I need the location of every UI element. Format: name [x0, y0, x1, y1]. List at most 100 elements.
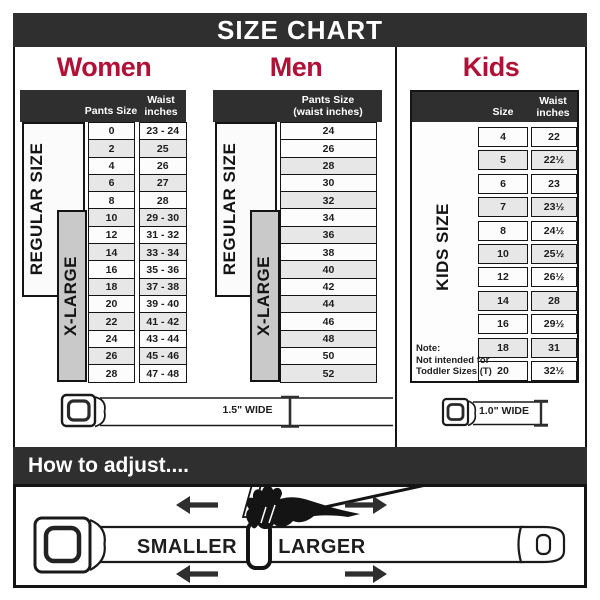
width-measure-icon	[281, 395, 299, 428]
table-row: 0 23 - 24	[88, 122, 187, 141]
table-row: 28 47 - 48	[88, 364, 187, 384]
kids-size-label: KIDS SIZE	[433, 203, 452, 291]
width-measure-icon	[534, 399, 548, 427]
table-row: 6 23	[478, 173, 577, 194]
finger-separation-line	[260, 506, 267, 524]
table-cell: 10	[88, 208, 135, 228]
table-cell: 12	[88, 225, 135, 245]
table-cell: 4	[478, 127, 528, 147]
table-cell: 41 - 42	[138, 312, 187, 332]
belt-tip-slot	[535, 533, 552, 556]
finger-separation-line	[268, 504, 276, 524]
men-xlarge-label: X-LARGE	[254, 256, 273, 336]
adjust-section-header-bar: How to adjust....	[13, 447, 587, 484]
table-cell: 36	[280, 225, 377, 245]
table-cell: 34	[280, 208, 377, 228]
adult-belt-width-label: 1.5" WIDE	[222, 404, 273, 416]
table-cell: 23 - 24	[138, 122, 187, 141]
table-cell: 26	[280, 139, 377, 159]
table-row: 28	[280, 156, 377, 176]
table-cell: 22	[531, 127, 577, 147]
table-cell: 40	[280, 260, 377, 280]
larger-label: LARGER	[278, 536, 366, 558]
table-cell: 31 - 32	[138, 225, 187, 245]
women-col1-header: Pants Size	[84, 104, 138, 117]
table-row: 20 39 - 40	[88, 294, 187, 314]
table-row: 8 24½	[478, 220, 577, 241]
women-section-title: Women	[56, 52, 152, 82]
table-cell: 26½	[531, 267, 577, 288]
women-col2-header: Waist inches	[144, 94, 178, 118]
women-regular-size-box	[22, 122, 85, 297]
table-row: 40	[280, 260, 377, 280]
table-row: 16 35 - 36	[88, 260, 187, 280]
table-row: 6 27	[88, 173, 187, 193]
table-cell: 6	[88, 173, 135, 193]
adjust-illustration	[33, 487, 566, 583]
men-regular-size-label: REGULAR SIZE	[220, 142, 239, 276]
table-row: 24 43 - 44	[88, 329, 187, 349]
table-cell: 28	[280, 156, 377, 176]
table-row: 46	[280, 312, 377, 332]
table-row: 38	[280, 243, 377, 262]
kids-section-title: Kids	[462, 52, 520, 82]
table-row: 18 31	[478, 337, 577, 358]
pulling-hand-icon	[246, 487, 360, 529]
table-cell: 14	[478, 290, 528, 311]
table-cell: 35 - 36	[138, 260, 187, 280]
table-cell: 22	[88, 312, 135, 332]
buckle-clip-notch	[89, 518, 106, 571]
table-cell: 18	[478, 337, 528, 358]
table-row: 4 26	[88, 156, 187, 176]
table-cell: 43 - 44	[138, 329, 187, 349]
table-cell: 39 - 40	[138, 294, 187, 314]
page-title: SIZE CHART	[217, 14, 383, 45]
buckle-ring	[446, 403, 465, 421]
table-cell: 0	[88, 122, 135, 141]
table-row: 8 28	[88, 191, 187, 211]
table-row: 10 29 - 30	[88, 208, 187, 228]
table-cell: 44	[280, 294, 377, 314]
table-cell: 24	[88, 329, 135, 349]
table-cell: 48	[280, 329, 377, 349]
table-row: 44	[280, 294, 377, 314]
table-cell: 24½	[531, 220, 577, 241]
table-cell: 29½	[531, 314, 577, 335]
table-cell: 25½	[531, 243, 577, 264]
table-cell: 28	[531, 290, 577, 311]
table-cell: 16	[478, 314, 528, 335]
table-row: 24	[280, 122, 377, 141]
adult-belt-illustration	[60, 393, 393, 428]
smaller-label: SMALLER	[136, 536, 238, 558]
table-cell: 28	[88, 364, 135, 384]
table-cell: 20	[478, 360, 528, 381]
table-cell: 14	[88, 243, 135, 262]
men-col-header: Pants Size (waist inches)	[293, 94, 363, 118]
arrow-right-icon	[345, 496, 387, 514]
buckle-ring	[66, 399, 91, 422]
right-frame-border	[585, 47, 587, 447]
title-bar: SIZE CHART	[13, 13, 587, 47]
table-row: 20 32½	[478, 360, 577, 381]
table-cell: 31	[531, 337, 577, 358]
center-divider	[394, 47, 397, 447]
buckle-clip-notch	[94, 396, 106, 428]
table-row: 18 37 - 38	[88, 277, 187, 297]
table-cell: 52	[280, 364, 377, 384]
table-cell: 12	[478, 267, 528, 288]
kids-col2-header: Waist inches	[536, 95, 570, 119]
table-row: 52	[280, 364, 377, 384]
kids-table: Size Waist inches KIDS SIZE 4 22 5 22½ 6 23 7 2…	[410, 90, 579, 383]
table-cell: 32½	[531, 360, 577, 381]
kids-belt-width-label: 1.0" WIDE	[479, 405, 529, 417]
table-cell: 45 - 46	[138, 346, 187, 366]
table-row: 34	[280, 208, 377, 228]
table-cell: 23	[531, 173, 577, 194]
men-table-header: Pants Size (waist inches)	[213, 90, 382, 122]
table-cell: 8	[88, 191, 135, 211]
table-row: 32	[280, 191, 377, 211]
women-table-header: Pants Size Waist inches	[20, 90, 186, 122]
table-cell: 16	[88, 260, 135, 280]
table-row: 48	[280, 329, 377, 349]
